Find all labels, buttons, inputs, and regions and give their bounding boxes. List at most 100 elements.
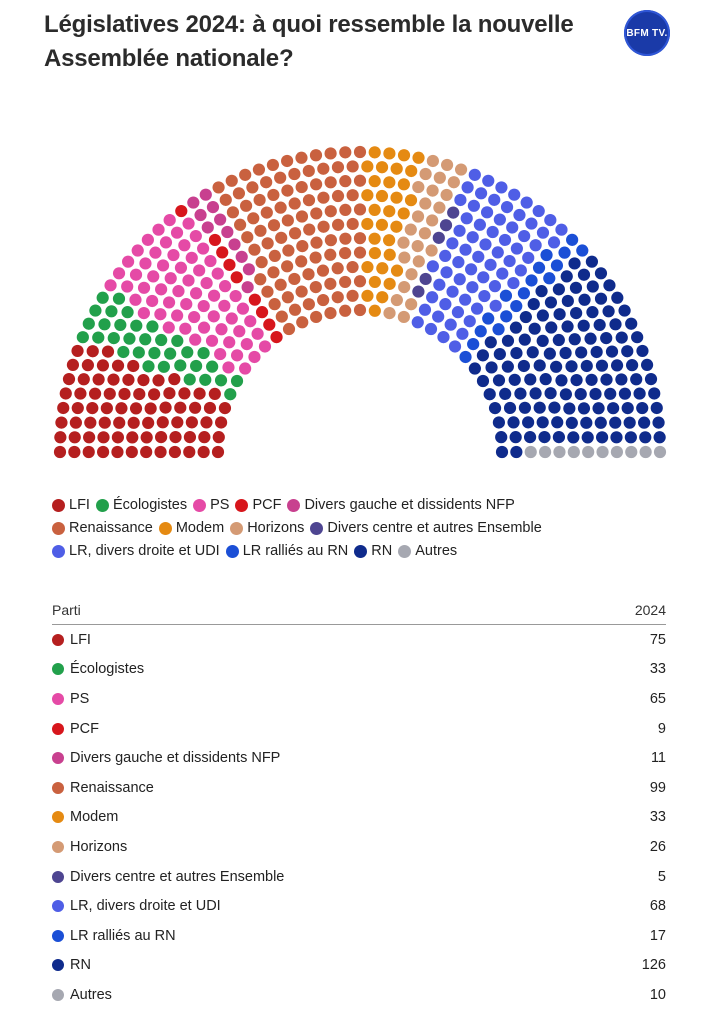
- seat-modem: [375, 161, 389, 174]
- seat-ps: [182, 274, 195, 287]
- seat-lfi: [74, 387, 87, 400]
- seat-rn: [568, 333, 581, 346]
- seat-renaissance: [225, 174, 238, 187]
- legend-label: RN: [371, 543, 393, 559]
- seat-rn: [514, 387, 527, 400]
- seat-lfi: [183, 431, 197, 444]
- seat-renaissance: [339, 203, 352, 216]
- seat-rn: [559, 388, 572, 401]
- seats-table: Parti 2024 LFI 75 Écologistes 33 PS 65 PCF 9 Div…: [52, 596, 666, 1010]
- seat-horizons: [412, 180, 425, 194]
- seat-renaissance: [324, 234, 337, 247]
- seat-lfi: [211, 445, 225, 459]
- seat-rn: [508, 373, 521, 386]
- seat-lfi: [92, 373, 105, 386]
- legend-item-divers-gauche-et-dissidents-nfp: Divers gauche et dissidents NFP: [287, 494, 515, 517]
- party-color-dot: [52, 722, 64, 735]
- legend-dot: [310, 522, 324, 535]
- seat-lr-rallies-au-rn: [550, 259, 564, 272]
- seat-lr-rallies-au-rn: [492, 323, 505, 336]
- seat-autres: [653, 445, 667, 459]
- legend-dot: [95, 499, 109, 512]
- legend: LFI Écologistes PS PCF Divers gauche et diss…: [52, 494, 672, 563]
- seat-renaissance: [324, 205, 337, 218]
- seat-ps: [141, 233, 154, 246]
- seat-modem: [397, 207, 410, 220]
- seat-ecologistes: [107, 332, 120, 345]
- seat-modem: [368, 247, 382, 260]
- seat-lfi: [163, 387, 176, 400]
- seat-renaissance: [302, 268, 315, 281]
- seat-rn: [577, 319, 590, 332]
- seat-modem: [405, 164, 418, 178]
- table-row: Renaissance 99: [52, 773, 666, 803]
- seat-modem: [375, 189, 389, 203]
- seat-ps: [214, 347, 227, 361]
- seat-lr-rallies-au-rn: [576, 244, 589, 257]
- seat-renaissance: [260, 206, 273, 219]
- seat-lr-rallies-au-rn: [499, 289, 513, 302]
- seat-lr-divers-droite-et-udi: [544, 214, 557, 227]
- seat-rn: [589, 387, 602, 401]
- seat-autres: [553, 445, 566, 459]
- seat-rn: [484, 336, 497, 349]
- bfmtv-logo: BFM TV.: [624, 10, 670, 56]
- legend-item-autres: Autres: [398, 540, 457, 563]
- seat-ps: [218, 299, 231, 312]
- seat-rn: [639, 431, 652, 444]
- seat-lr-divers-droite-et-udi: [506, 221, 519, 234]
- seat-ecologistes: [146, 320, 159, 333]
- seat-lr-divers-droite-et-udi: [440, 266, 453, 279]
- seat-ps: [207, 310, 220, 323]
- legend-dot: [225, 545, 239, 558]
- seat-lr-divers-droite-et-udi: [453, 224, 466, 237]
- seat-renaissance: [317, 191, 330, 204]
- seat-lfi: [113, 416, 126, 429]
- seat-horizons: [426, 154, 439, 168]
- seat-lr-divers-droite-et-udi: [472, 250, 485, 263]
- seat-ps: [205, 334, 219, 347]
- seat-lfi: [82, 445, 95, 459]
- seat-ps: [197, 321, 211, 334]
- seat-rn: [594, 292, 608, 305]
- legend-item-rn: RN: [354, 540, 392, 563]
- seat-rn: [590, 345, 603, 359]
- seat-renaissance: [268, 249, 281, 262]
- seat-horizons: [390, 293, 403, 307]
- seat-rn: [615, 373, 628, 386]
- seat-horizons: [397, 236, 410, 249]
- seat-modem: [412, 151, 425, 164]
- legend-item-horizons: Horizons: [230, 517, 304, 540]
- seat-rn: [552, 430, 566, 444]
- party-color-dot: [52, 781, 64, 794]
- seat-modem: [390, 264, 404, 277]
- seat-count: 99: [649, 779, 666, 796]
- seat-modem: [390, 220, 403, 233]
- seat-renaissance: [288, 227, 302, 240]
- seat-lr-divers-droite-et-udi: [498, 233, 512, 247]
- seat-renaissance: [317, 162, 330, 175]
- seat-horizons: [419, 197, 432, 210]
- legend-label: Modem: [175, 520, 225, 536]
- seat-lfi: [118, 387, 131, 401]
- seat-rn: [476, 374, 490, 388]
- seat-renaissance: [295, 285, 308, 298]
- seat-rn: [527, 297, 540, 311]
- seat-rn: [640, 358, 654, 372]
- seat-rn: [631, 331, 644, 344]
- seat-rn: [648, 387, 661, 400]
- seat-lfi: [156, 416, 169, 429]
- party-color-dot: [52, 663, 64, 676]
- table-row: LR ralliés au RN 17: [52, 921, 666, 951]
- seat-lfi: [126, 431, 139, 444]
- seat-count: 17: [649, 927, 666, 944]
- seat-pcf: [270, 331, 283, 344]
- seat-rn: [529, 387, 542, 400]
- seat-lr-rallies-au-rn: [543, 272, 556, 285]
- seat-lr-divers-droite-et-udi: [456, 327, 469, 340]
- seat-lr-divers-droite-et-udi: [488, 193, 501, 206]
- seat-ecologistes: [105, 305, 118, 318]
- seat-modem: [376, 262, 389, 275]
- seat-count: 33: [649, 809, 666, 826]
- seat-divers-gauche-et-dissidents-nfp: [228, 238, 241, 251]
